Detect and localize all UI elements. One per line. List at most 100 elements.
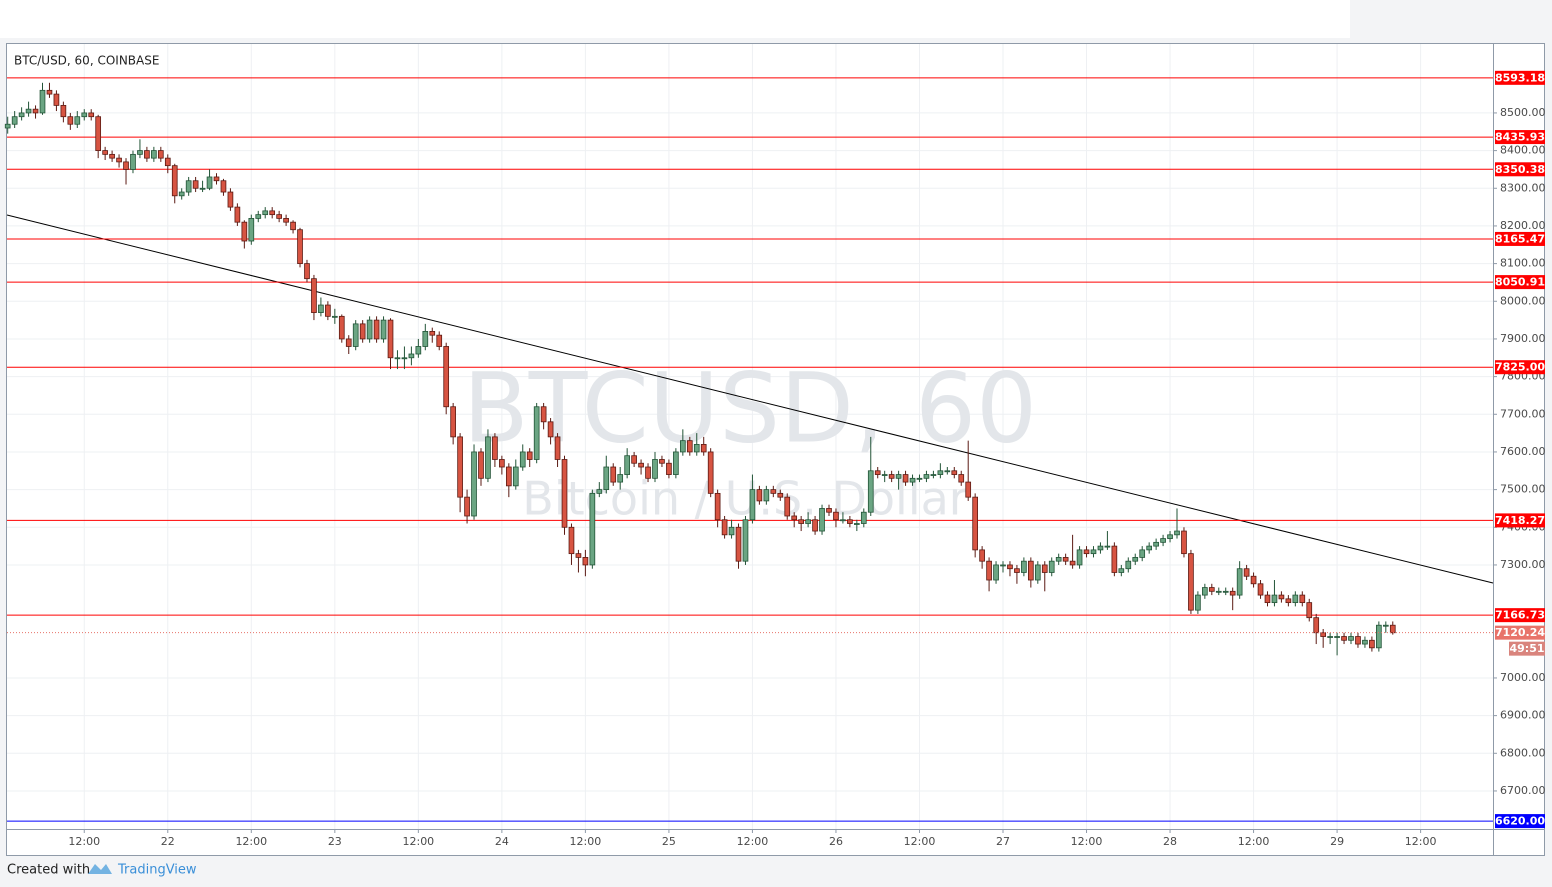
candle-body [325, 304, 331, 317]
candle-body [109, 153, 115, 159]
candle-body [958, 474, 965, 483]
candle-body [290, 221, 296, 231]
candle-body [206, 176, 213, 189]
candle-body [255, 214, 262, 219]
level-label: 8350.38 [1495, 163, 1545, 176]
candle-body [986, 560, 992, 581]
candle-body [540, 406, 547, 423]
candle-body [331, 315, 338, 318]
x-tick-label: 12:00 [904, 835, 936, 848]
footer-brand[interactable]: TradingView [117, 863, 197, 878]
candle-body [874, 470, 881, 475]
y-tick-label: 6800.00 [1500, 746, 1546, 759]
candle-body [137, 150, 143, 155]
candle-body [840, 519, 846, 522]
candle-body [686, 440, 693, 453]
candle-body [318, 304, 324, 313]
candle-body [102, 150, 108, 155]
candle-body [909, 477, 916, 483]
candle-body [1195, 594, 1201, 611]
candle-body [881, 474, 888, 476]
candle-body [854, 523, 860, 525]
level-box [1495, 130, 1545, 145]
candle-body [185, 180, 192, 193]
x-tick-label: 12:00 [1071, 835, 1103, 848]
candle-body [666, 462, 672, 475]
level-label: 8435.93 [1495, 131, 1545, 144]
candle-body [422, 331, 429, 347]
candle-body [735, 526, 742, 562]
candle-body [1062, 557, 1069, 562]
trendline [6, 214, 1494, 584]
y-tick-label: 8400.00 [1500, 144, 1546, 157]
candle-body [304, 263, 310, 280]
grid [7, 44, 1497, 833]
candle-body [345, 338, 352, 347]
level-box [1495, 608, 1545, 623]
x-tick-label: 12:00 [68, 835, 100, 848]
candle-body [144, 150, 150, 159]
candle-body [1090, 549, 1097, 555]
candle-body [923, 474, 930, 479]
support-label: 6620.00 [1495, 815, 1545, 828]
candle-body [394, 357, 401, 360]
support-box [1495, 814, 1545, 829]
candle-body [972, 496, 978, 551]
candle-body [888, 474, 895, 479]
candle-body [673, 451, 679, 475]
candle-body [241, 221, 248, 242]
x-tick-label: 12:00 [570, 835, 602, 848]
candle-body [1181, 530, 1187, 555]
candle-body [1292, 594, 1299, 604]
candle-body [505, 466, 512, 487]
candle-body [485, 436, 491, 479]
candle-body [1014, 568, 1020, 573]
candle-body [478, 451, 484, 479]
candle-body [283, 218, 289, 223]
candle-body [88, 112, 95, 118]
candle-body [770, 489, 777, 494]
candle-body [1000, 564, 1006, 567]
candle-body [1055, 557, 1062, 562]
candle-body [415, 346, 422, 355]
labels: 8500.00 8400.00 8300.00 8200.00 8100.00 8000.… [68, 70, 1546, 848]
candle-body [1153, 541, 1159, 547]
level-box [1495, 162, 1545, 177]
candle-body [1362, 639, 1368, 645]
candle-body [1007, 564, 1013, 570]
candle-body [930, 474, 937, 476]
x-tick-label: 22 [161, 835, 175, 848]
candle-body [575, 553, 582, 558]
candle-body [116, 157, 122, 163]
candle-body [1139, 549, 1146, 558]
candle-body [1048, 560, 1055, 573]
candle-body [499, 459, 505, 468]
candle-body [1299, 594, 1306, 604]
current-price-box [1495, 625, 1545, 640]
candle-body [401, 357, 408, 360]
top-bar [0, 0, 1350, 38]
candle-body [763, 489, 770, 502]
candle-body [276, 214, 282, 219]
y-tick-label: 7300.00 [1500, 558, 1546, 571]
candle-body [568, 526, 575, 555]
candle-body [1229, 590, 1236, 596]
x-tick-label: 23 [328, 835, 342, 848]
candle-body [777, 492, 784, 498]
candle-body [338, 315, 345, 340]
countdown-label: 49:51 [1509, 642, 1544, 655]
candle-body [436, 334, 443, 347]
candle-body [4, 123, 11, 129]
candle-body [234, 206, 241, 223]
candle-body [937, 470, 944, 475]
candle-body [749, 489, 756, 521]
x-tick-label: 12:00 [1238, 835, 1270, 848]
candle-body [151, 150, 157, 159]
candle-body [297, 229, 303, 265]
candle-body [819, 508, 825, 532]
candle-body [1167, 534, 1173, 539]
tradingview-logo [88, 864, 112, 874]
candle-body [1334, 636, 1340, 638]
candle-body [1389, 624, 1396, 634]
